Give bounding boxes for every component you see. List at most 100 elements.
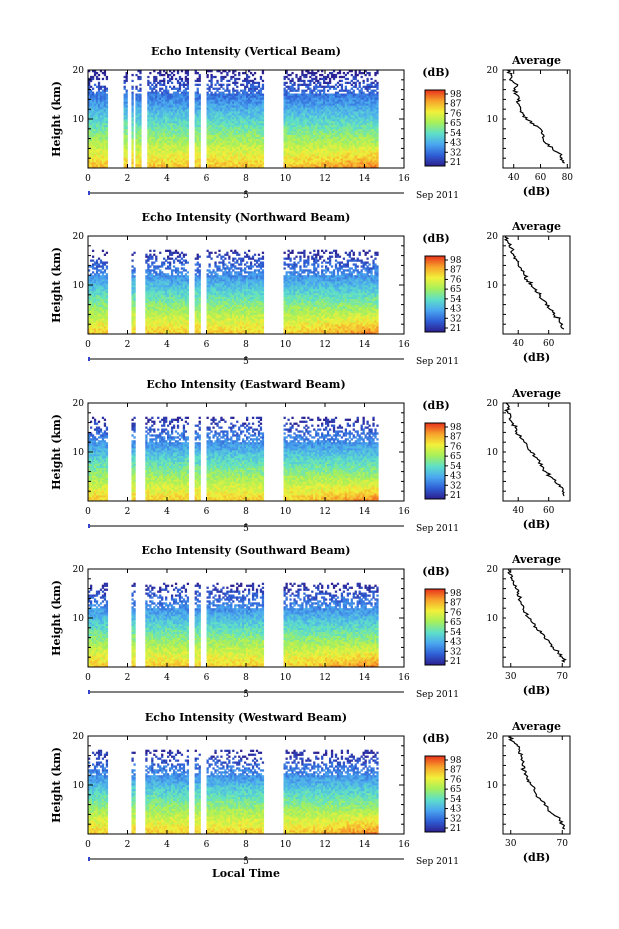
- heatmap-cell: [362, 136, 365, 139]
- heatmap-cell: [253, 95, 257, 98]
- heatmap-cell: [220, 113, 223, 116]
- heatmap-cell: [184, 119, 188, 122]
- heatmap-cell: [261, 97, 265, 100]
- heatmap-cell: [137, 117, 140, 120]
- heatmap-cell: [103, 140, 107, 143]
- heatmap-cell: [305, 148, 308, 151]
- heatmap-cell: [159, 154, 162, 157]
- heatmap-cell: [212, 122, 215, 126]
- heatmap-cell: [326, 158, 330, 161]
- heatmap-cell: [159, 95, 162, 98]
- heatmap-cell: [218, 136, 221, 139]
- heatmap-cell: [232, 138, 235, 141]
- heatmap-cell: [362, 166, 365, 168]
- heatmap-cell: [325, 146, 328, 149]
- heatmap-cell: [236, 117, 239, 120]
- heatmap-cell: [176, 103, 180, 106]
- heatmap-cell: [356, 154, 359, 157]
- heatmap-cell: [95, 120, 99, 124]
- heatmap-cell: [218, 142, 221, 145]
- heatmap-cell: [301, 91, 304, 94]
- heatmap-cell: [332, 107, 336, 110]
- heatmap-cell: [157, 158, 160, 161]
- heatmap-cell: [283, 119, 286, 122]
- heatmap-cell: [153, 162, 156, 165]
- heatmap-cell: [208, 111, 211, 114]
- heatmap-cell: [315, 134, 318, 137]
- heatmap-cell: [330, 162, 334, 165]
- heatmap-cell: [131, 138, 134, 141]
- heatmap-cell: [244, 122, 247, 126]
- heatmap-cell: [247, 109, 251, 112]
- heatmap-cell: [323, 146, 326, 149]
- heatmap-cell: [176, 87, 180, 90]
- heatmap-cell: [186, 73, 190, 77]
- heatmap-cell: [226, 122, 229, 126]
- heatmap-cell: [289, 136, 292, 139]
- heatmap-cell: [303, 146, 306, 149]
- heatmap-cell: [174, 91, 178, 94]
- heatmap-cell: [358, 83, 361, 86]
- heatmap-cell: [242, 124, 245, 128]
- heatmap-cell: [328, 111, 332, 114]
- heatmap-cell: [326, 164, 330, 167]
- heatmap-cell: [99, 124, 103, 128]
- heatmap-cell: [350, 130, 353, 134]
- heatmap-cell: [352, 81, 355, 85]
- heatmap-cell: [89, 77, 93, 81]
- heatmap-cell: [289, 119, 292, 122]
- heatmap-cell: [315, 91, 318, 94]
- heatmap-cell: [303, 136, 306, 139]
- heatmap-cell: [149, 101, 152, 104]
- heatmap-cell: [161, 122, 164, 126]
- heatmap-cell: [299, 164, 302, 167]
- heatmap-cell: [91, 136, 95, 139]
- heatmap-cell: [224, 124, 227, 128]
- heatmap-cell: [88, 103, 91, 106]
- heatmap-cell: [105, 140, 109, 143]
- heatmap-cell: [309, 120, 312, 124]
- heatmap-cell: [311, 154, 314, 157]
- heatmap-cell: [249, 97, 253, 100]
- heatmap-cell: [165, 142, 168, 145]
- heatmap-cell: [167, 105, 170, 108]
- heatmap-cell: [178, 105, 182, 108]
- heatmap-cell: [332, 93, 336, 96]
- heatmap-cell: [311, 79, 314, 83]
- heatmap-cell: [303, 138, 306, 141]
- heatmap-cell: [226, 79, 229, 83]
- heatmap-cell: [313, 93, 316, 96]
- heatmap-cell: [295, 73, 298, 77]
- heatmap-cell: [97, 150, 101, 153]
- heatmap-cell: [194, 93, 197, 96]
- heatmap-cell: [301, 166, 304, 168]
- heatmap-cell: [317, 85, 320, 88]
- heatmap-cell: [198, 148, 201, 151]
- heatmap-cell: [354, 95, 357, 98]
- heatmap-cell: [319, 95, 322, 98]
- heatmap-cell: [206, 156, 209, 159]
- heatmap-cell: [165, 119, 168, 122]
- heatmap-cell: [366, 142, 369, 145]
- heatmap-cell: [336, 132, 340, 135]
- heatmap-cell: [216, 126, 219, 130]
- heatmap-cell: [224, 130, 227, 134]
- heatmap-cell: [352, 138, 355, 141]
- heatmap-cell: [283, 89, 286, 92]
- heatmap-cell: [89, 128, 93, 132]
- heatmap-cell: [362, 148, 365, 151]
- heatmap-cell: [325, 119, 328, 122]
- heatmap-cell: [358, 111, 361, 114]
- heatmap-cell: [317, 81, 320, 85]
- heatmap-cell: [131, 152, 134, 155]
- heatmap-cell: [332, 156, 336, 159]
- heatmap-cell: [157, 136, 160, 139]
- heatmap-cell: [344, 109, 348, 112]
- heatmap-cell: [338, 71, 342, 75]
- heatmap-cell: [366, 87, 369, 90]
- heatmap-cell: [332, 75, 336, 79]
- heatmap-cell: [88, 124, 91, 128]
- heatmap-cell: [232, 122, 235, 126]
- heatmap-cell: [178, 107, 182, 110]
- heatmap-cell: [230, 154, 233, 157]
